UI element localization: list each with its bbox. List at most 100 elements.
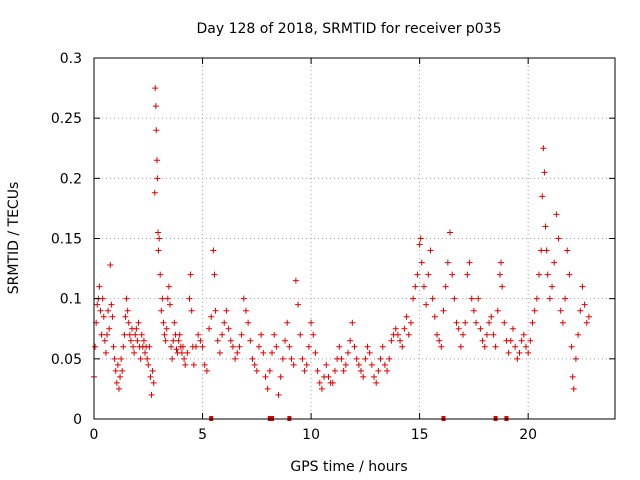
- data-point: [438, 343, 445, 350]
- data-point: [516, 349, 523, 356]
- y-tick-label: 0.15: [51, 232, 82, 248]
- data-point: [525, 349, 532, 356]
- data-point: [137, 355, 144, 362]
- data-point: [486, 319, 493, 326]
- data-point: [260, 349, 267, 356]
- data-point: [549, 283, 556, 290]
- data-point: [229, 343, 236, 350]
- data-point: [310, 331, 317, 338]
- data-point: [219, 331, 226, 338]
- data-point: [314, 367, 321, 374]
- data-point: [214, 337, 221, 344]
- data-point: [131, 349, 138, 356]
- data-point: [295, 301, 302, 308]
- data-point: [436, 337, 443, 344]
- data-point: [364, 343, 371, 350]
- data-point: [555, 235, 562, 242]
- data-point: [269, 349, 276, 356]
- data-point: [238, 331, 245, 338]
- data-point: [301, 367, 308, 374]
- data-point: [323, 361, 330, 368]
- data-point: [286, 343, 293, 350]
- data-point: [242, 307, 249, 314]
- data-point: [112, 367, 119, 374]
- data-point: [266, 367, 273, 374]
- data-point: [161, 331, 168, 338]
- data-point: [255, 343, 262, 350]
- data-point: [344, 349, 351, 356]
- data-point: [152, 85, 159, 92]
- data-point: [542, 223, 549, 230]
- data-point: [351, 343, 358, 350]
- data-point: [457, 343, 464, 350]
- data-point: [203, 367, 210, 374]
- data-point: [162, 337, 169, 344]
- chart-title: Day 128 of 2018, SRMTID for receiver p03…: [196, 21, 501, 37]
- data-point: [566, 271, 573, 278]
- data-point: [292, 277, 299, 284]
- data-point: [499, 283, 506, 290]
- data-point: [381, 361, 388, 368]
- data-point: [338, 355, 345, 362]
- data-point: [399, 343, 406, 350]
- data-point: [410, 295, 417, 302]
- data-point: [110, 343, 117, 350]
- data-point: [386, 355, 393, 362]
- data-point: [101, 337, 108, 344]
- data-point: [187, 271, 194, 278]
- data-point: [176, 331, 183, 338]
- data-point: [173, 346, 180, 353]
- data-point: [431, 313, 438, 320]
- data-point: [494, 307, 501, 314]
- data-point: [223, 307, 230, 314]
- data-point: [433, 331, 440, 338]
- data-point: [105, 307, 112, 314]
- data-point: [498, 259, 505, 266]
- data-point: [182, 361, 189, 368]
- data-point: [126, 331, 133, 338]
- data-point: [464, 271, 471, 278]
- data-point: [92, 343, 99, 350]
- data-point: [195, 331, 202, 338]
- data-point: [340, 367, 347, 374]
- data-point: [125, 319, 132, 326]
- data-point: [145, 361, 152, 368]
- data-point: [193, 343, 200, 350]
- data-point: [492, 343, 499, 350]
- grid-layer: [94, 58, 615, 419]
- data-point: [373, 379, 380, 386]
- data-point: [206, 325, 213, 332]
- y-tick-label: 0.3: [60, 51, 82, 67]
- data-point: [275, 391, 282, 398]
- data-point: [353, 355, 360, 362]
- data-point: [394, 331, 401, 338]
- data-point: [168, 343, 175, 350]
- data-point: [509, 325, 516, 332]
- data-point: [284, 319, 291, 326]
- data-point: [377, 355, 384, 362]
- data-point: [124, 307, 131, 314]
- data-point: [113, 379, 120, 386]
- data-point: [120, 343, 127, 350]
- data-point: [197, 337, 204, 344]
- data-point: [146, 343, 153, 350]
- data-point: [468, 295, 475, 302]
- data-point: [577, 307, 584, 314]
- y-tick-label: 0: [73, 412, 82, 428]
- data-point: [473, 319, 480, 326]
- data-point: [118, 355, 125, 362]
- data-point: [262, 373, 269, 380]
- data-point: [122, 313, 129, 320]
- data-point: [288, 355, 295, 362]
- data-point: [264, 385, 271, 392]
- data-point: [551, 259, 558, 266]
- data-point: [123, 295, 130, 302]
- data-point: [102, 349, 109, 356]
- data-point: [520, 331, 527, 338]
- data-point: [282, 337, 289, 344]
- data-point: [451, 295, 458, 302]
- data-point: [538, 247, 545, 254]
- data-point: [568, 343, 575, 350]
- data-point: [134, 337, 141, 344]
